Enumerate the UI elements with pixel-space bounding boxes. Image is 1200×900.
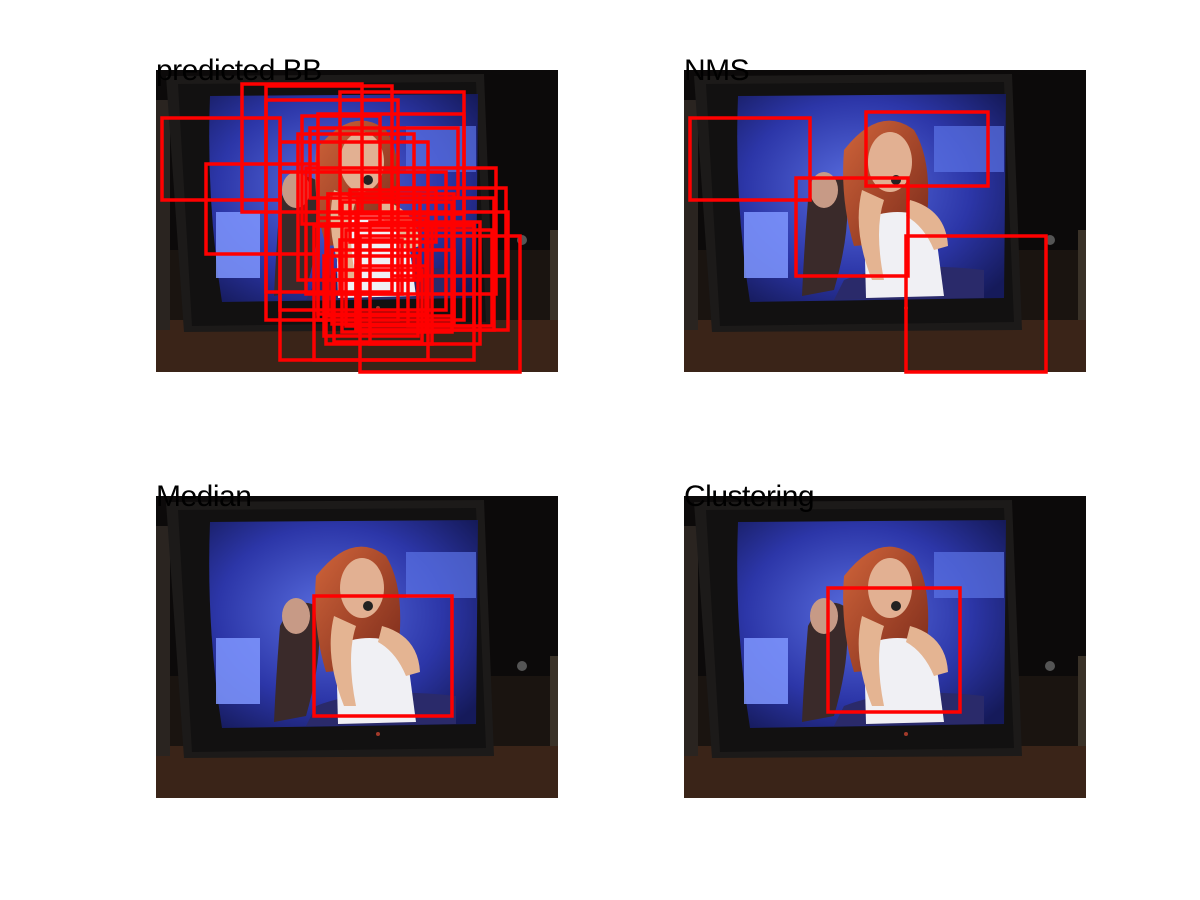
panel-median: Median bbox=[156, 482, 558, 798]
panel-clustering: Clustering bbox=[684, 482, 1086, 798]
bounding-box bbox=[160, 116, 282, 202]
bounding-box bbox=[358, 234, 522, 374]
bounding-box bbox=[794, 176, 910, 278]
bounding-box-layer bbox=[688, 110, 1048, 374]
panel-nms: NMS bbox=[684, 56, 1086, 374]
panel-title: predicted BB bbox=[156, 54, 322, 87]
bounding-box bbox=[338, 90, 466, 216]
bounding-box bbox=[864, 110, 990, 188]
bounding-box bbox=[324, 222, 434, 346]
bounding-box-layer bbox=[826, 586, 962, 714]
bounding-box bbox=[348, 188, 438, 244]
bounding-box bbox=[826, 586, 962, 714]
panel-predicted-bb: predicted BB bbox=[156, 56, 558, 374]
panel-title: Clustering bbox=[684, 480, 815, 513]
bounding-box bbox=[316, 216, 428, 316]
panel-title: NMS bbox=[684, 54, 750, 87]
bounding-box bbox=[688, 116, 812, 202]
bounding-box bbox=[312, 594, 454, 718]
bounding-box-layer bbox=[160, 82, 522, 374]
bounding-box-layer bbox=[312, 594, 454, 718]
bounding-box bbox=[904, 234, 1048, 374]
bounding-box bbox=[406, 222, 476, 328]
panel-title: Median bbox=[156, 480, 252, 513]
bounding-box bbox=[332, 268, 424, 344]
bounding-box bbox=[340, 200, 454, 334]
bounding-box bbox=[330, 248, 456, 326]
bounding-box bbox=[278, 170, 448, 312]
bounding-box bbox=[390, 186, 508, 278]
